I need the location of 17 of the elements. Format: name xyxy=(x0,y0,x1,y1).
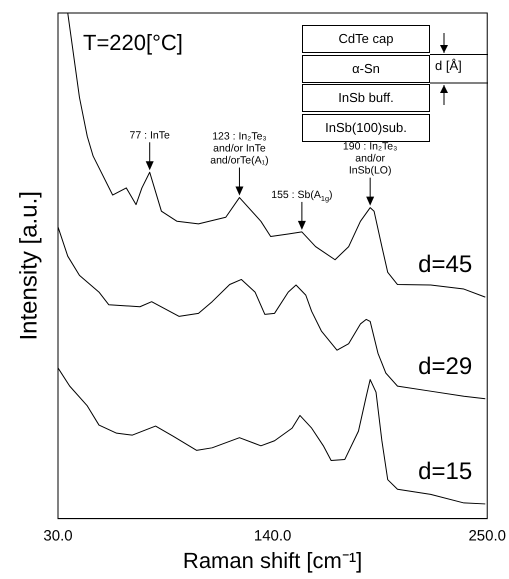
x-tick-label: 250.0 xyxy=(468,528,506,545)
x-tick-label: 30.0 xyxy=(43,528,73,545)
annotation: T=220[°C] xyxy=(83,30,183,55)
series-label: d=29 xyxy=(418,352,472,380)
x-axis-title: Raman shift [cm⁻¹] xyxy=(182,548,362,573)
annotation: 123 : In₂Te₃ and/or InTe and/orTe(A₁) xyxy=(210,130,269,167)
annotation: 77 : InTe xyxy=(130,129,170,142)
annotation: CdTe cap xyxy=(302,25,430,53)
y-axis-title: Intensity [a.u.] xyxy=(16,191,43,341)
series-label: d=45 xyxy=(418,251,472,278)
annotation: d [Å] xyxy=(435,58,462,73)
annotation: InSb buff. xyxy=(302,84,430,112)
annotation: α-Sn xyxy=(302,54,430,82)
annotation: InSb(100)sub. xyxy=(302,114,430,142)
annotation: 190 : In₂Te₃ and/or InSb(LO) xyxy=(342,140,398,177)
series-label: d=15 xyxy=(418,458,472,485)
x-tick-label: 140.0 xyxy=(254,528,292,545)
